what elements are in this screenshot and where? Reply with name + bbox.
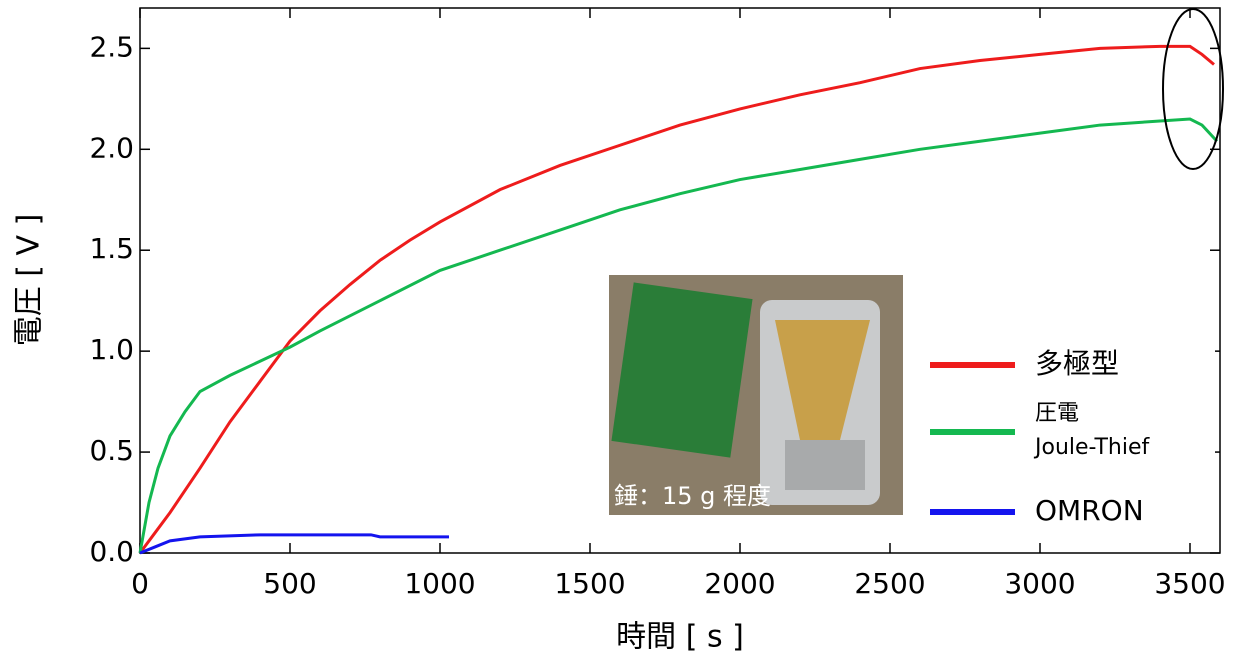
- x-tick-label: 0: [131, 567, 149, 600]
- y-tick-label: 0.5: [89, 434, 134, 467]
- x-axis-label: 時間 [ s ]: [616, 620, 744, 655]
- y-tick-label: 1.0: [89, 333, 134, 366]
- inset-photo: 錘：15 g 程度: [609, 275, 903, 515]
- y-axis-label: 電圧 [ V ]: [12, 214, 47, 347]
- legend-label: OMRON: [1035, 494, 1144, 528]
- x-tick-label: 500: [263, 567, 316, 600]
- chart: 0 500 1000 1500 2000 2500 3000 3500 0.0 0.5 1.0 1.5…: [0, 0, 1257, 662]
- page: {"chart_data": {"type": "line", "xlabel"…: [0, 0, 1257, 662]
- x-tick-label: 2000: [704, 567, 775, 600]
- legend-label: 圧電 Joule-Thief: [1035, 397, 1149, 465]
- y-tick-label: 2.5: [89, 30, 134, 63]
- y-tick-label: 2.0: [89, 131, 134, 164]
- highlight-ellipse: [1163, 9, 1223, 169]
- legend-label: 多極型: [1035, 347, 1119, 381]
- series-line: [140, 535, 449, 553]
- x-tick-label: 3000: [1004, 567, 1075, 600]
- x-tick-label: 1500: [554, 567, 625, 600]
- x-tick-label: 2500: [854, 567, 925, 600]
- photo-weight: [785, 440, 865, 490]
- y-tick-label: 0.0: [89, 535, 134, 568]
- x-tick-label: 3500: [1154, 567, 1225, 600]
- y-tick-label: 1.5: [89, 232, 134, 265]
- x-tick-label: 1000: [404, 567, 475, 600]
- inset-caption: 錘：15 g 程度: [614, 482, 771, 510]
- photo-pcb: [611, 282, 752, 457]
